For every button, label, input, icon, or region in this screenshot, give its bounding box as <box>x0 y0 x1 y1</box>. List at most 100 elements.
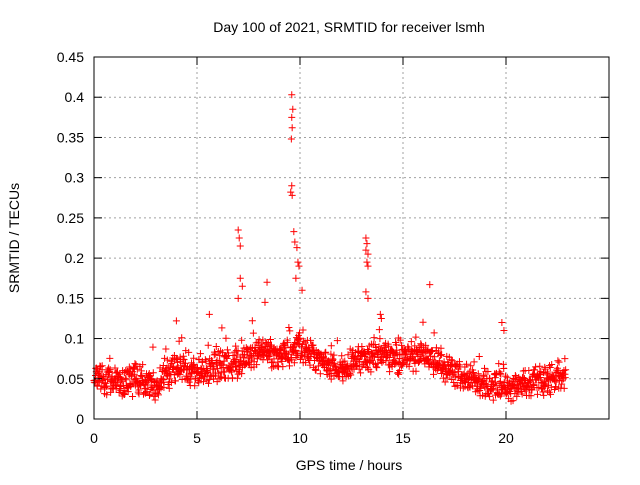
data-point <box>247 344 255 352</box>
data-point <box>496 369 504 377</box>
data-point <box>236 242 244 250</box>
data-point <box>362 288 370 296</box>
data-point <box>284 338 292 346</box>
data-point <box>341 357 349 365</box>
data-point <box>290 228 298 236</box>
data-point <box>253 361 261 369</box>
data-point <box>309 341 317 349</box>
data-point <box>496 377 504 385</box>
data-point <box>536 362 544 370</box>
data-point <box>162 345 170 353</box>
data-point <box>517 375 525 383</box>
data-point <box>185 348 193 356</box>
data-point <box>208 359 216 367</box>
data-point <box>492 371 500 379</box>
data-point <box>385 342 393 350</box>
y-tick-label: 0.45 <box>57 49 84 65</box>
data-point <box>488 377 496 385</box>
data-point <box>435 357 443 365</box>
data-point <box>216 373 224 381</box>
data-point <box>364 294 372 302</box>
data-point <box>519 367 527 375</box>
data-point <box>263 278 271 286</box>
data-point <box>560 367 568 375</box>
data-point <box>132 374 140 382</box>
data-point <box>176 371 184 379</box>
data-point <box>290 359 298 367</box>
data-point <box>430 329 438 337</box>
data-point <box>533 390 541 398</box>
data-point <box>288 182 296 190</box>
data-point <box>264 356 272 364</box>
data-point <box>167 378 175 386</box>
data-point <box>372 363 380 371</box>
data-point <box>210 365 218 373</box>
data-point <box>378 359 386 367</box>
data-point <box>412 367 420 375</box>
data-point <box>106 366 114 374</box>
data-point <box>532 363 540 371</box>
x-axis-label: GPS time / hours <box>296 457 403 473</box>
data-point <box>431 353 439 361</box>
data-point <box>314 362 322 370</box>
data-point <box>223 354 231 362</box>
data-point <box>356 357 364 365</box>
data-point <box>540 391 548 399</box>
data-point <box>296 334 304 342</box>
data-point <box>195 379 203 387</box>
data-point <box>287 356 295 364</box>
data-point <box>146 390 154 398</box>
data-point <box>163 356 171 364</box>
data-point <box>149 343 157 351</box>
data-point <box>376 335 384 343</box>
x-tick-label: 10 <box>292 430 308 446</box>
data-point <box>218 324 226 332</box>
y-tick-label: 0.4 <box>65 89 85 105</box>
data-point <box>163 364 171 372</box>
data-point <box>530 366 538 374</box>
data-point <box>402 355 410 363</box>
data-point <box>357 369 365 377</box>
data-point <box>438 370 446 378</box>
data-point <box>160 376 168 384</box>
data-point <box>234 226 242 234</box>
data-point <box>278 357 286 365</box>
data-point <box>346 369 354 377</box>
data-point <box>160 383 168 391</box>
data-point <box>165 384 173 392</box>
data-point <box>139 361 147 369</box>
y-tick-label: 0.2 <box>65 250 85 266</box>
data-point <box>461 363 469 371</box>
data-point <box>373 364 381 372</box>
data-point <box>484 368 492 376</box>
data-point <box>536 374 544 382</box>
data-point <box>304 353 312 361</box>
data-point <box>358 342 366 350</box>
data-point <box>500 327 508 335</box>
data-point <box>327 342 335 350</box>
data-point <box>562 366 570 374</box>
data-point <box>277 345 285 353</box>
data-point <box>543 387 551 395</box>
data-point <box>430 370 438 378</box>
data-point <box>405 362 413 370</box>
data-point <box>502 372 510 380</box>
data-point <box>367 368 375 376</box>
data-point <box>312 366 320 374</box>
data-point <box>151 396 159 404</box>
y-tick-label: 0.3 <box>65 170 85 186</box>
data-point <box>244 359 252 367</box>
data-point <box>238 347 246 355</box>
data-point <box>316 370 324 378</box>
data-point <box>399 359 407 367</box>
data-point <box>238 282 246 290</box>
data-point <box>291 238 299 246</box>
data-point <box>222 334 230 342</box>
data-point <box>554 357 562 365</box>
data-point <box>324 360 332 368</box>
data-point <box>376 310 384 318</box>
data-point <box>132 361 140 369</box>
data-point <box>258 343 266 351</box>
data-point <box>281 342 289 350</box>
